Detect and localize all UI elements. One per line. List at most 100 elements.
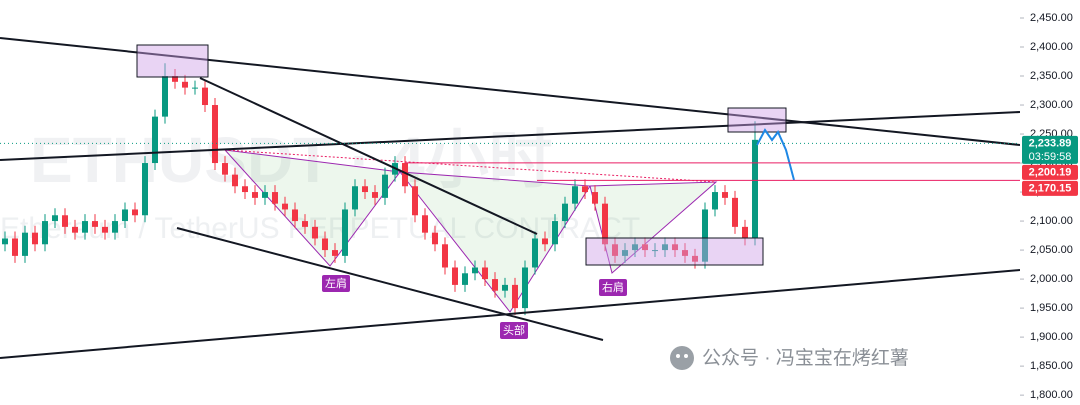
trend-line bbox=[0, 37, 1021, 146]
annotation-box bbox=[500, 322, 528, 339]
price-tag bbox=[1022, 180, 1078, 196]
trend-line bbox=[199, 77, 538, 235]
candle-body bbox=[602, 203, 608, 245]
candle-body bbox=[82, 221, 88, 233]
pattern bbox=[223, 149, 718, 313]
candle-body bbox=[12, 238, 18, 256]
candle-body bbox=[202, 87, 208, 106]
candle-body bbox=[112, 221, 118, 233]
highlight-box bbox=[585, 237, 764, 266]
price-tag bbox=[1022, 164, 1078, 180]
candle-body bbox=[352, 186, 358, 210]
boxes bbox=[136, 44, 787, 266]
candle-body bbox=[382, 174, 388, 198]
annotation-box bbox=[599, 279, 627, 296]
candle-body bbox=[732, 197, 738, 227]
candle-body bbox=[412, 186, 418, 216]
candles bbox=[2, 63, 758, 316]
candle-body bbox=[662, 244, 668, 251]
footer: 公众号 · 冯宝宝在烤红薯 bbox=[670, 346, 909, 370]
y-tick-label: 2,000.00 bbox=[1030, 273, 1073, 285]
candle-body bbox=[722, 192, 728, 198]
watermark-symbol: ETHUSDT · 4小时 bbox=[30, 124, 553, 196]
candle-body bbox=[302, 221, 308, 227]
trend-line bbox=[0, 269, 1021, 359]
y-tick-label: 2,400.00 bbox=[1030, 41, 1073, 53]
axis-panel bbox=[1020, 0, 1080, 405]
candle-body bbox=[752, 139, 758, 239]
candle-body bbox=[402, 163, 408, 187]
candle-body bbox=[172, 76, 178, 82]
candle-body bbox=[642, 244, 648, 251]
candle-body bbox=[592, 192, 598, 204]
candle-body bbox=[152, 116, 158, 164]
candle-body bbox=[262, 192, 268, 198]
y-tick-label: 1,900.00 bbox=[1030, 331, 1073, 343]
candle-body bbox=[162, 76, 168, 117]
candle-body bbox=[632, 244, 638, 251]
candle-body bbox=[362, 186, 368, 193]
candle-body bbox=[22, 232, 28, 256]
candle-body bbox=[332, 250, 338, 256]
candle-body bbox=[472, 267, 478, 274]
y-tick-label: 2,050.00 bbox=[1030, 244, 1073, 256]
candle-body bbox=[192, 87, 198, 89]
candle-body bbox=[342, 209, 348, 256]
price-tag bbox=[1022, 135, 1078, 164]
highlight-box bbox=[136, 44, 209, 78]
trend-line bbox=[0, 111, 1021, 161]
candle-body bbox=[692, 255, 698, 262]
candle-body bbox=[282, 203, 288, 210]
candle-body bbox=[62, 215, 68, 227]
candle-body bbox=[242, 186, 248, 193]
head bbox=[398, 171, 591, 313]
icon-dot bbox=[684, 354, 688, 358]
wechat-icon bbox=[670, 346, 694, 370]
candle-body bbox=[322, 238, 328, 251]
candle-body bbox=[132, 209, 138, 216]
y-tick-label: 2,300.00 bbox=[1030, 99, 1073, 111]
candle-body bbox=[452, 267, 458, 285]
candle-body bbox=[432, 232, 438, 245]
candle-body bbox=[42, 221, 48, 245]
candle-body bbox=[572, 186, 578, 204]
candle-body bbox=[222, 163, 228, 175]
highlight-box bbox=[727, 107, 787, 133]
candle-body bbox=[422, 215, 428, 233]
candle-body bbox=[92, 221, 98, 227]
y-tick-label: 2,450.00 bbox=[1030, 12, 1073, 24]
annotations: 左肩 头部 右肩 bbox=[322, 275, 627, 339]
y-tick-label: 1,850.00 bbox=[1030, 360, 1073, 372]
candle-body bbox=[312, 226, 318, 239]
y-tick-label: 2,100.00 bbox=[1030, 215, 1073, 227]
candle-body bbox=[622, 250, 628, 256]
drawings bbox=[0, 37, 1021, 359]
price-tag-label: 2,233.89 bbox=[1029, 137, 1072, 149]
candle-body bbox=[232, 174, 238, 187]
y-tick-label: 1,950.00 bbox=[1030, 302, 1073, 314]
candle-body bbox=[272, 192, 278, 204]
annotation: 头部 bbox=[503, 323, 525, 337]
left-shoulder bbox=[223, 149, 401, 267]
candle-body bbox=[562, 203, 568, 222]
candle-body bbox=[652, 250, 658, 252]
countdown: 03:59:58 bbox=[1029, 151, 1072, 163]
candle-body bbox=[32, 232, 38, 245]
candle-body bbox=[612, 244, 618, 256]
candle-body bbox=[482, 267, 488, 280]
price-tag-label: 2,200.19 bbox=[1029, 166, 1072, 178]
price-tag-label: 2,170.15 bbox=[1029, 182, 1072, 194]
trend-line bbox=[176, 227, 604, 341]
candle-body bbox=[182, 81, 188, 88]
candle-body bbox=[462, 273, 468, 285]
y-tick-label: 2,350.00 bbox=[1030, 70, 1073, 82]
y-tick-label: 1,800.00 bbox=[1030, 389, 1073, 401]
icon-dot bbox=[676, 354, 680, 358]
right-shoulder bbox=[589, 181, 718, 274]
candle-body bbox=[712, 192, 718, 210]
candle-body bbox=[442, 244, 448, 268]
annotation-box bbox=[322, 275, 350, 292]
candle-body bbox=[52, 215, 58, 222]
